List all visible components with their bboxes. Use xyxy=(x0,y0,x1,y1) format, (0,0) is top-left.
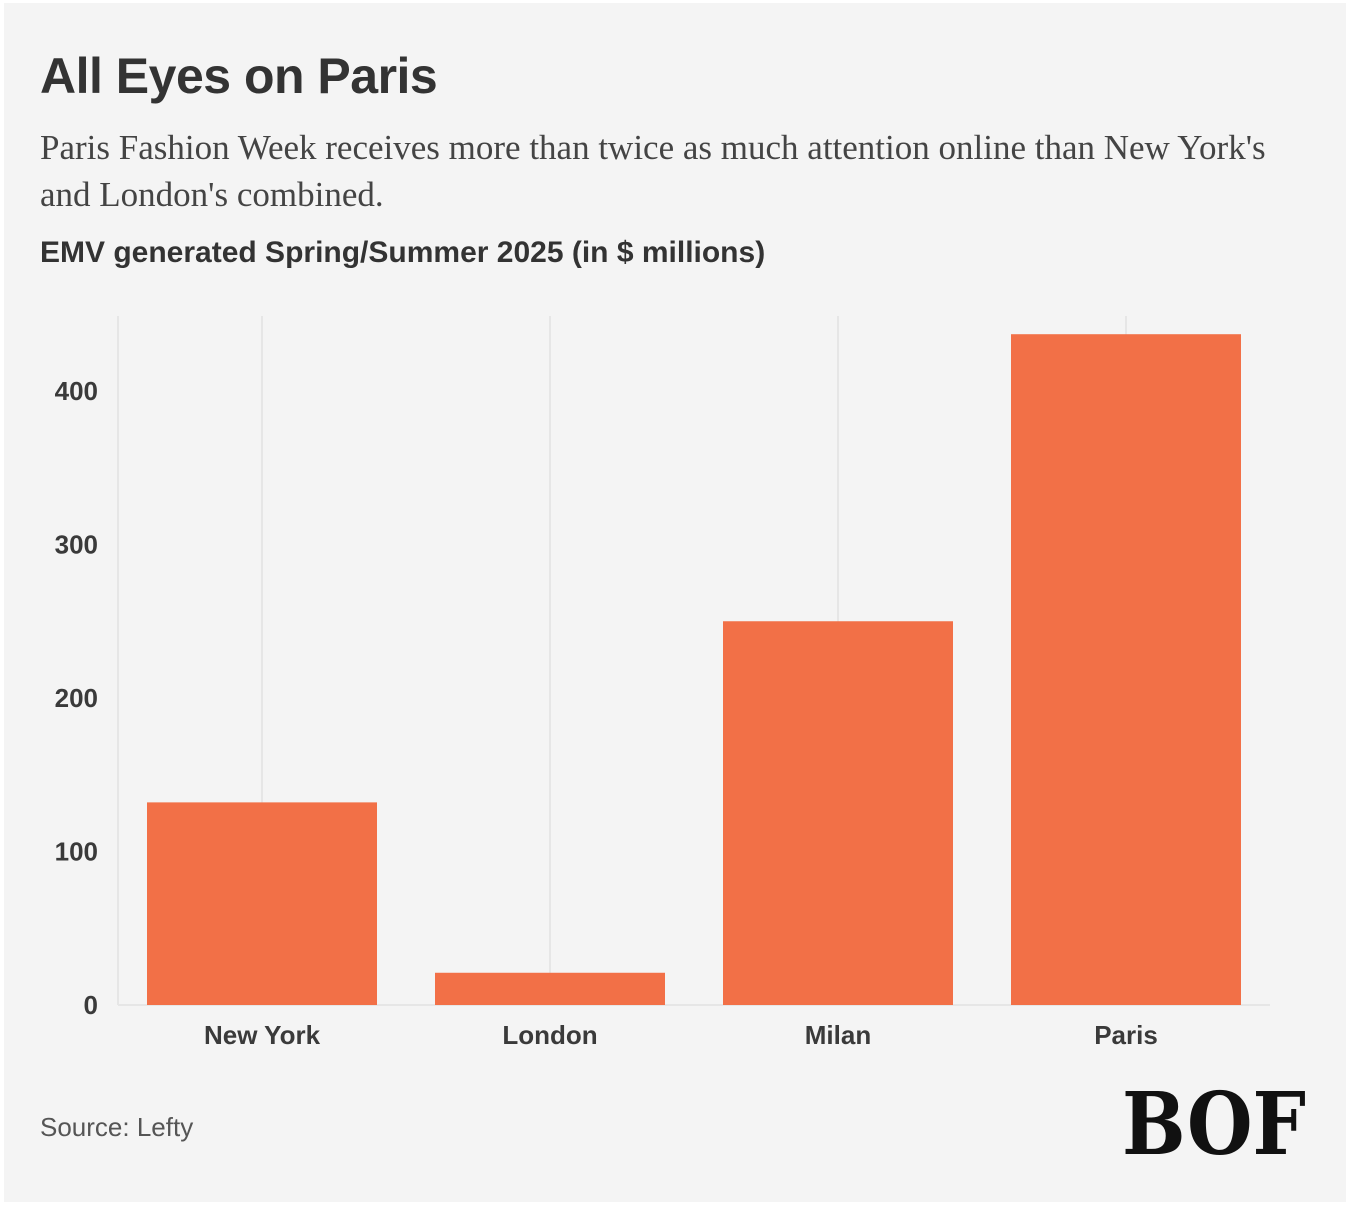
bar-layer xyxy=(147,334,1241,1006)
y-tick-label: 100 xyxy=(55,837,98,867)
source-note: Source: Lefty xyxy=(40,1112,194,1142)
y-tick-label: 200 xyxy=(55,683,98,713)
x-tick-label: New York xyxy=(204,1020,321,1050)
bar-london xyxy=(435,972,665,1005)
x-tick-label: Milan xyxy=(805,1020,871,1050)
chart-title: All Eyes on Paris xyxy=(40,48,438,104)
x-tick-label: Paris xyxy=(1094,1020,1158,1050)
y-tick-label: 300 xyxy=(55,530,98,560)
chart-subtitle: Paris Fashion Week receives more than tw… xyxy=(40,128,1266,214)
svg-text:BOF: BOF xyxy=(1122,1080,1306,1172)
bar-paris xyxy=(1011,334,1241,1006)
y-tick-label: 400 xyxy=(55,376,98,406)
bar-milan xyxy=(723,621,953,1005)
y-axis: 0 100 200 300 400 xyxy=(55,376,98,1020)
chart-heading: EMV generated Spring/Summer 2025 (in $ m… xyxy=(40,236,766,269)
bof-logo: BOF xyxy=(1122,1080,1306,1172)
bar-new-york xyxy=(147,802,377,1005)
x-axis: New York London Milan Paris xyxy=(204,1020,1158,1050)
y-tick-label: 0 xyxy=(84,990,98,1020)
x-tick-label: London xyxy=(502,1020,597,1050)
